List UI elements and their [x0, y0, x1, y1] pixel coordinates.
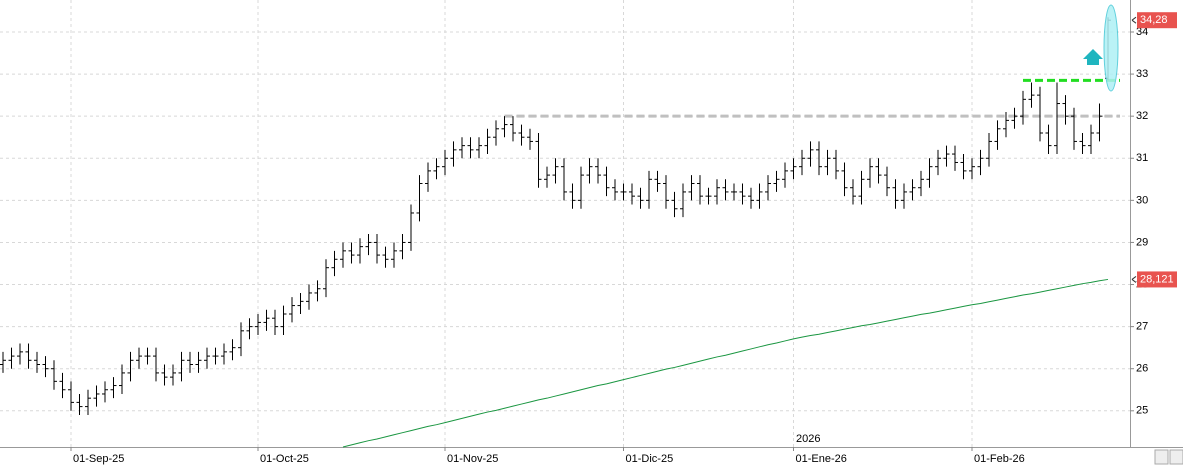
year-annotation: 2026 — [796, 433, 820, 445]
up-arrow — [1083, 49, 1103, 65]
y-tick-label: 30 — [1136, 194, 1148, 206]
x-tick-label: 01-Nov-25 — [447, 453, 498, 465]
moving-average — [342, 278, 1109, 448]
price-tag-label: 28,121 — [1140, 273, 1174, 285]
x-tick-label: 01-Dic-25 — [626, 453, 674, 465]
y-tick-label: 31 — [1136, 152, 1148, 164]
y-tick-label: 29 — [1136, 236, 1148, 248]
x-tick-label: 01-Sep-25 — [73, 453, 124, 465]
scroll-button[interactable] — [1169, 449, 1183, 465]
y-tick-label: 33 — [1136, 68, 1148, 80]
x-tick-label: 01-Oct-25 — [260, 453, 309, 465]
y-tick-label: 25 — [1136, 405, 1148, 417]
price-tag — [1137, 12, 1177, 29]
y-tick-label: 26 — [1136, 363, 1148, 375]
price-tag-label: 34,28 — [1140, 14, 1168, 26]
scroll-button[interactable] — [1154, 449, 1169, 465]
price-pointer — [1131, 16, 1137, 24]
x-tick-label: 01-Ene-26 — [796, 453, 847, 465]
y-tick-label: 34 — [1136, 26, 1148, 38]
x-tick-label: 01-Feb-26 — [974, 453, 1025, 465]
price-tag — [1137, 271, 1177, 288]
y-tick-label: 27 — [1136, 321, 1148, 333]
y-tick-label: 32 — [1136, 110, 1148, 122]
price-pointer — [1131, 276, 1137, 283]
highlight-ellipse — [1103, 4, 1119, 92]
